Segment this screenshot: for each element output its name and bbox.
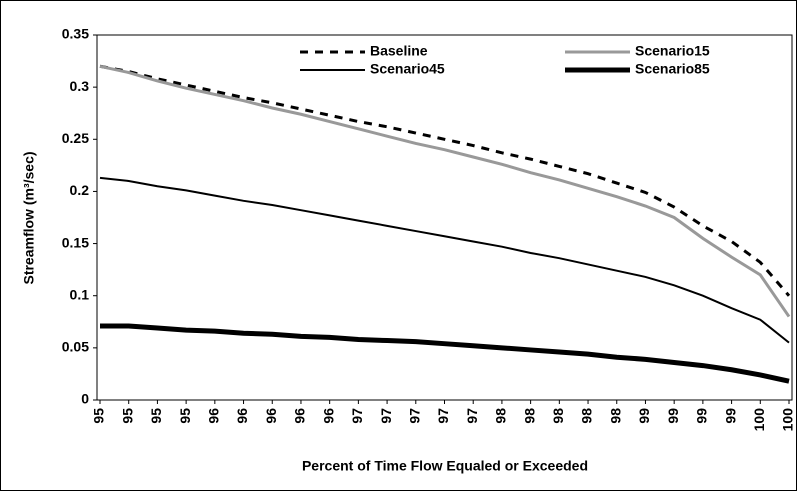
- y-tick-label: 0.05: [62, 339, 89, 355]
- legend-label: Scenario45: [370, 61, 445, 77]
- x-tick-label: 96: [292, 408, 308, 424]
- x-tick-label: 97: [349, 408, 365, 424]
- series-line: [99, 64, 791, 297]
- y-tick-label: 0.25: [62, 130, 89, 146]
- x-tick-label: 99: [636, 408, 652, 424]
- series-line: [99, 176, 790, 344]
- x-tick-label: 99: [665, 408, 681, 424]
- x-tick-label: 97: [406, 408, 422, 424]
- y-tick-label: 0.2: [70, 182, 90, 198]
- legend-label: Scenario85: [635, 61, 710, 77]
- x-tick-label: 100: [780, 408, 796, 432]
- x-tick-label: 98: [607, 408, 623, 424]
- x-axis-label: Percent of Time Flow Equaled or Exceeded: [302, 458, 588, 474]
- x-tick-label: 98: [493, 408, 509, 424]
- x-tick-label: 99: [722, 408, 738, 424]
- y-tick-label: 0.15: [62, 234, 89, 250]
- y-axis-label: Streamflow (m³/sec): [21, 151, 37, 284]
- x-tick-label: 98: [521, 408, 537, 424]
- legend-label: Scenario15: [635, 43, 710, 59]
- series-line: [100, 323, 790, 384]
- y-tick-label: 0.3: [70, 78, 90, 94]
- x-tick-label: 95: [91, 408, 107, 424]
- x-tick-label: 97: [378, 408, 394, 424]
- y-tick-label: 0.1: [70, 286, 90, 302]
- x-tick-label: 96: [234, 408, 250, 424]
- x-tick-label: 96: [263, 408, 279, 424]
- y-tick-label: 0.35: [62, 26, 89, 42]
- x-tick-label: 95: [119, 408, 135, 424]
- x-tick-label: 97: [464, 408, 480, 424]
- series-line: [99, 64, 791, 318]
- x-tick-label: 96: [320, 408, 336, 424]
- x-tick-label: 98: [579, 408, 595, 424]
- x-tick-label: 96: [206, 408, 222, 424]
- legend-label: Baseline: [370, 43, 428, 59]
- x-tick-label: 97: [435, 408, 451, 424]
- x-tick-label: 99: [694, 408, 710, 424]
- x-tick-label: 100: [751, 408, 767, 432]
- y-tick-label: 0: [81, 391, 89, 407]
- x-tick-label: 95: [148, 408, 164, 424]
- x-tick-label: 98: [550, 408, 566, 424]
- x-tick-label: 95: [177, 408, 193, 424]
